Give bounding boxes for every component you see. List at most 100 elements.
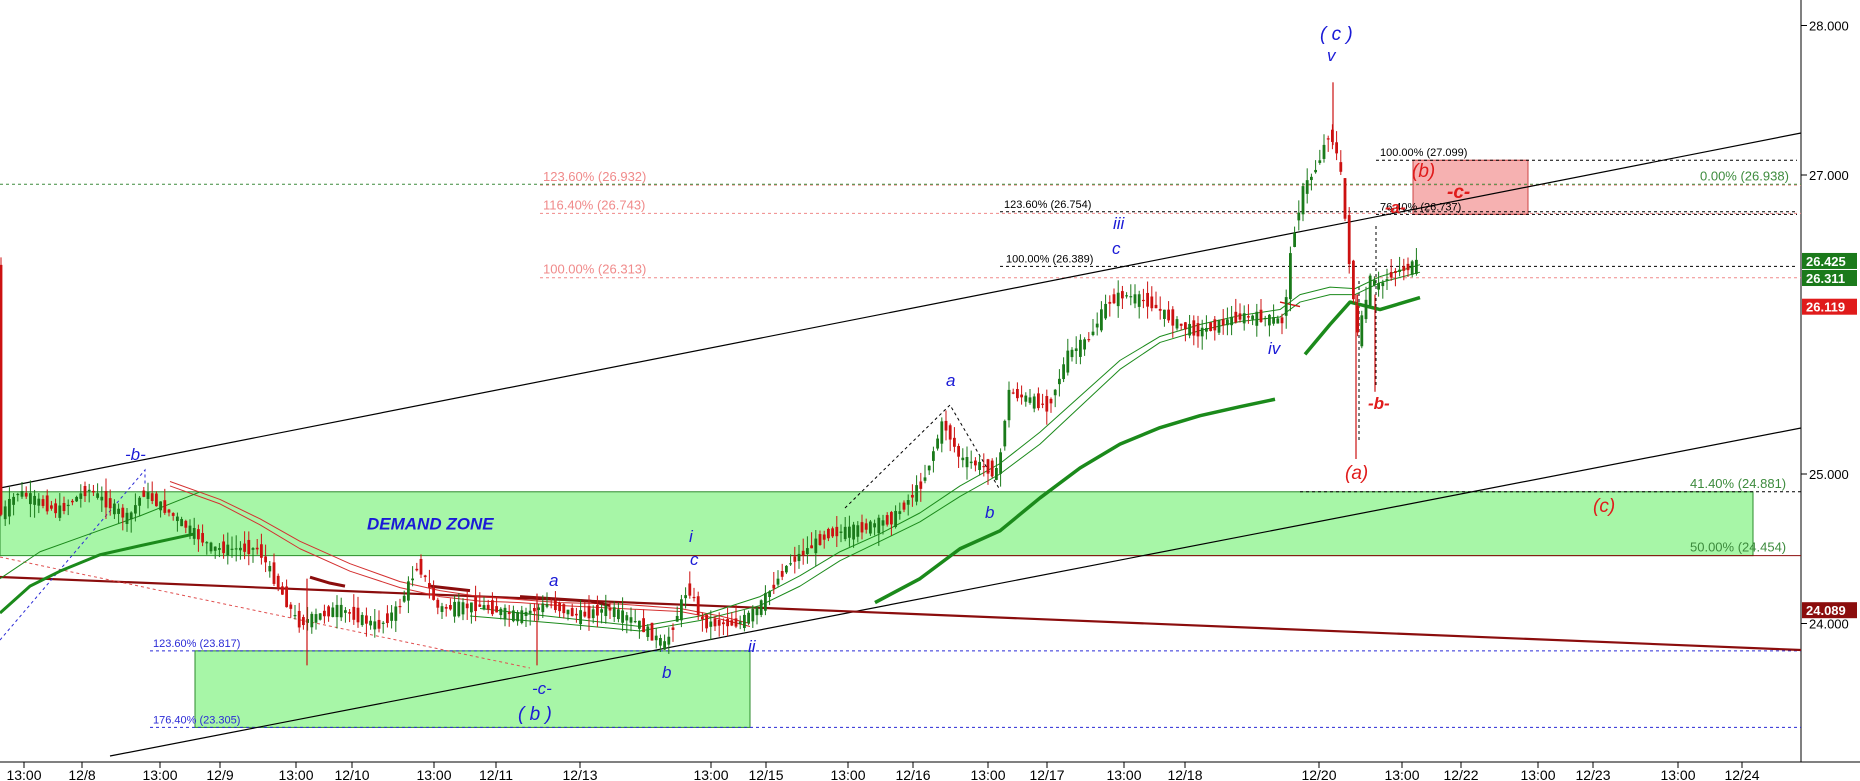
candle-body-66 bbox=[276, 575, 280, 589]
candle-body-70 bbox=[293, 615, 297, 617]
candle-body-334 bbox=[1402, 266, 1406, 271]
candle-body-112 bbox=[470, 602, 473, 613]
candle-body-185 bbox=[776, 578, 780, 585]
x-tick-label-19: 12/22 bbox=[1443, 767, 1478, 781]
candle-body-32 bbox=[134, 505, 137, 514]
candle-body-316 bbox=[1326, 138, 1330, 140]
wave-label-7: -b- bbox=[125, 445, 146, 464]
candle-body-81 bbox=[339, 604, 343, 618]
candle-body-117 bbox=[491, 600, 494, 615]
candle-body-199 bbox=[835, 526, 839, 537]
candle-body-125 bbox=[524, 611, 528, 616]
candle-body-245 bbox=[1028, 397, 1032, 403]
candle-body-85 bbox=[356, 607, 360, 623]
candle-body-49 bbox=[205, 542, 209, 544]
candle-body-128 bbox=[537, 607, 540, 611]
candle-body-42 bbox=[176, 516, 179, 522]
candle-body-277 bbox=[1163, 309, 1166, 319]
candle-body-17 bbox=[71, 500, 74, 503]
candle-body-254 bbox=[1066, 350, 1070, 373]
candle-body-258 bbox=[1083, 339, 1086, 350]
candle-body-129 bbox=[541, 603, 545, 613]
x-tick-label-14: 12/17 bbox=[1029, 767, 1064, 781]
candle-body-172 bbox=[722, 622, 725, 625]
candle-body-79 bbox=[331, 607, 335, 617]
candle-body-191 bbox=[801, 550, 805, 556]
wave-label-9: c bbox=[690, 550, 699, 569]
candle-body-271 bbox=[1137, 294, 1141, 307]
candle-body-20 bbox=[83, 486, 87, 497]
candle-body-246 bbox=[1032, 396, 1036, 409]
candle-body-59 bbox=[247, 539, 251, 555]
candle-body-241 bbox=[1011, 392, 1015, 394]
wave-label-4: iv bbox=[1268, 339, 1282, 358]
fib-label-10: 123.60% (23.817) bbox=[153, 638, 240, 650]
wave-label-20: (c) bbox=[1593, 496, 1615, 517]
wave-label-14: ( b ) bbox=[518, 704, 552, 725]
candle-body-280 bbox=[1175, 319, 1179, 329]
candle-body-336 bbox=[1410, 261, 1414, 275]
x-tick-label-16: 12/18 bbox=[1167, 767, 1202, 781]
candle-body-108 bbox=[453, 601, 456, 617]
candle-body-64 bbox=[268, 565, 272, 572]
candle-body-154 bbox=[646, 626, 650, 637]
candle-body-141 bbox=[591, 609, 595, 619]
candle-body-255 bbox=[1070, 349, 1074, 358]
candle-body-149 bbox=[625, 615, 629, 621]
candle-body-11 bbox=[45, 495, 49, 512]
candle-body-283 bbox=[1188, 323, 1191, 336]
candle-body-273 bbox=[1146, 292, 1149, 307]
y-tick-label-1: 27.000 bbox=[1809, 168, 1849, 183]
candle-body-324 bbox=[1360, 315, 1364, 347]
candle-body-69 bbox=[289, 604, 293, 609]
candle-body-159 bbox=[667, 636, 671, 645]
candle-body-212 bbox=[890, 512, 893, 525]
candle-body-174 bbox=[730, 620, 734, 626]
price-badge-2 bbox=[1802, 298, 1857, 315]
candle-body-205 bbox=[860, 522, 864, 533]
candle-body-238 bbox=[999, 452, 1002, 474]
candle-body-263 bbox=[1104, 303, 1107, 319]
candle-body-102 bbox=[428, 583, 431, 588]
candle-body-302 bbox=[1268, 314, 1271, 326]
candle-body-213 bbox=[894, 510, 897, 528]
price-badge-label-2: 26.119 bbox=[1806, 300, 1845, 315]
candle-body-68 bbox=[285, 586, 288, 608]
zone-0 bbox=[0, 491, 1754, 557]
candle-body-72 bbox=[302, 617, 305, 626]
candle-body-236 bbox=[990, 460, 994, 477]
candle-body-28 bbox=[117, 508, 120, 514]
candle-body-204 bbox=[856, 525, 860, 537]
candle-body-110 bbox=[461, 602, 465, 615]
price-badge-label-3: 24.089 bbox=[1806, 603, 1846, 618]
candle-body-195 bbox=[818, 534, 822, 545]
wave-label-3: c bbox=[1112, 239, 1121, 258]
candle-body-232 bbox=[974, 460, 977, 466]
candle-body-222 bbox=[932, 451, 935, 461]
candle-body-166 bbox=[696, 596, 700, 615]
candle-body-30 bbox=[125, 512, 129, 524]
candle-body-289 bbox=[1213, 319, 1217, 331]
candle-body-96 bbox=[402, 595, 406, 602]
candle-body-95 bbox=[398, 605, 402, 608]
x-tick-label-4: 13:00 bbox=[278, 767, 313, 781]
ma-green-thick-2 bbox=[874, 397, 1276, 605]
candle-body-315 bbox=[1322, 144, 1326, 159]
x-tick-label-17: 12/20 bbox=[1301, 767, 1336, 781]
candle-body-293 bbox=[1230, 316, 1233, 326]
candle-body-104 bbox=[436, 599, 440, 608]
candle-body-107 bbox=[449, 605, 452, 610]
candle-body-209 bbox=[877, 517, 881, 534]
candle-body-237 bbox=[995, 467, 998, 480]
candle-body-267 bbox=[1121, 291, 1124, 299]
candle-body-162 bbox=[680, 599, 683, 621]
candle-body-9 bbox=[37, 498, 41, 506]
candle-body-130 bbox=[545, 604, 549, 607]
candle-body-304 bbox=[1276, 318, 1280, 324]
price-badge-label-0: 26.425 bbox=[1806, 254, 1846, 269]
candle-body-207 bbox=[869, 521, 872, 534]
candle-body-333 bbox=[1398, 269, 1401, 272]
wave-label-2: iii bbox=[1113, 214, 1126, 233]
candle-body-121 bbox=[507, 612, 511, 615]
